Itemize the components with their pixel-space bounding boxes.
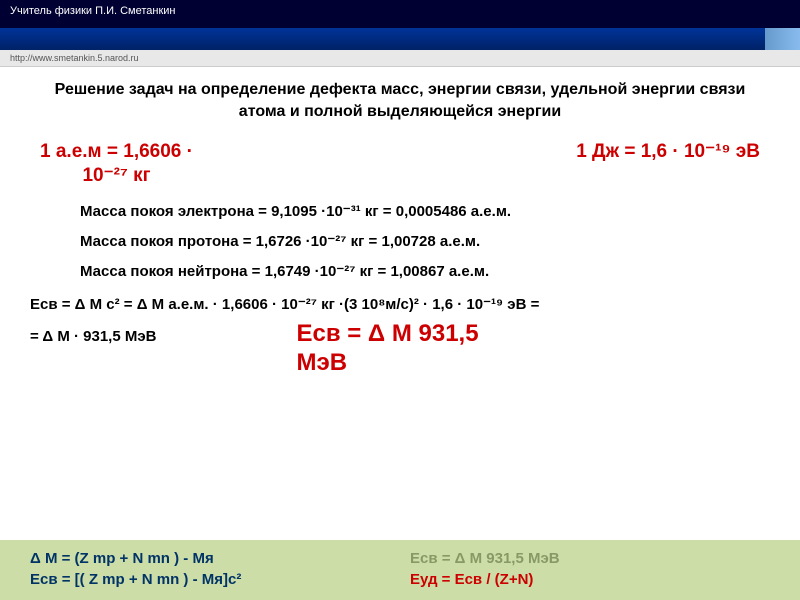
constant-amu: 1 а.е.м = 1,6606 · 10⁻²⁷ кг: [40, 140, 193, 188]
result-line1: Eсв = Δ M 931,5: [296, 320, 478, 347]
deriv-line1: Eсв = Δ M c² = Δ M а.е.м. · 1,6606 · 10⁻…: [30, 294, 770, 317]
header-banner: [0, 28, 800, 50]
result-formula: Eсв = Δ M 931,5 МэВ: [296, 320, 478, 378]
content-area: Решение задач на определение дефекта мас…: [0, 67, 800, 386]
mass-proton: Масса покоя протона = 1,6726 ·10⁻²⁷ кг =…: [80, 232, 770, 250]
result-line2: МэВ: [296, 349, 347, 376]
page-title: Решение задач на определение дефекта мас…: [30, 79, 770, 122]
footer-formulas: Δ M = (Z mр + N mn ) - Mя Eсв = Δ M 931,…: [0, 540, 800, 600]
result-row: = Δ M · 931,5 МэВ Eсв = Δ M 931,5 МэВ: [30, 320, 770, 378]
formula-esv1: Eсв = Δ M 931,5 МэВ: [410, 550, 770, 567]
amu-line1: 1 а.е.м = 1,6606 ·: [40, 141, 193, 162]
mass-neutron: Масса покоя нейтрона = 1,6749 ·10⁻²⁷ кг …: [80, 262, 770, 280]
formula-eud: Eуд = Eсв / (Z+N): [410, 571, 770, 588]
header-top: Учитель физики П.И. Сметанкин: [0, 0, 800, 28]
author-text: Учитель физики П.И. Сметанкин: [10, 5, 176, 17]
constants-row: 1 а.е.м = 1,6606 · 10⁻²⁷ кг 1 Дж = 1,6 ·…: [30, 140, 770, 188]
formula-esv2: Eсв = [( Z mр + N mn ) - Mя]c²: [30, 571, 390, 588]
header-url: http://www.smetankin.5.narod.ru: [0, 50, 800, 67]
constant-ev: 1 Дж = 1,6 · 10⁻¹⁹ эВ: [576, 140, 760, 188]
mass-lines: Масса покоя электрона = 9,1095 ·10⁻³¹ кг…: [30, 202, 770, 280]
deriv-line2: = Δ M · 931,5 МэВ: [30, 328, 156, 345]
url-text: http://www.smetankin.5.narod.ru: [10, 53, 139, 63]
mass-electron: Масса покоя электрона = 9,1095 ·10⁻³¹ кг…: [80, 202, 770, 220]
formula-dm: Δ M = (Z mр + N mn ) - Mя: [30, 550, 390, 567]
amu-line2: 10⁻²⁷ кг: [82, 165, 150, 186]
